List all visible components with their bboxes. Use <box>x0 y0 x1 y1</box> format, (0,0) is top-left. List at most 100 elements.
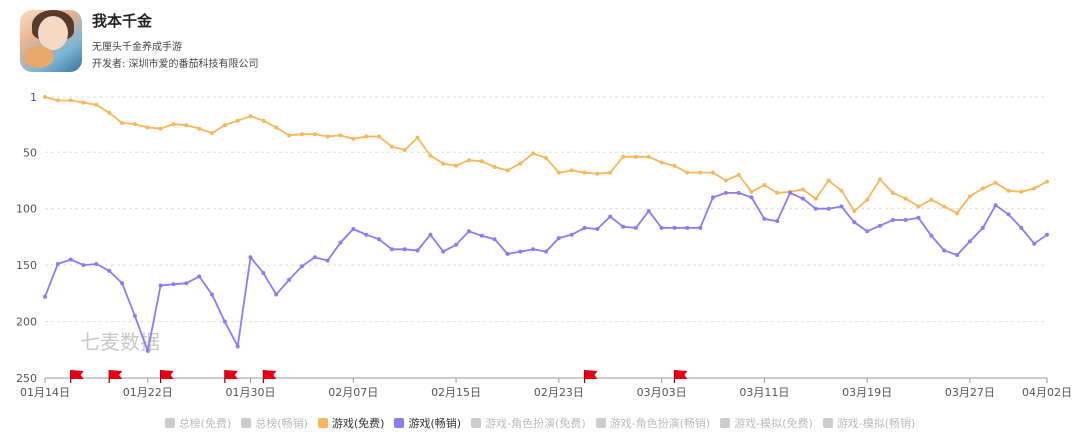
data-point[interactable] <box>813 206 818 211</box>
data-point[interactable] <box>1032 186 1037 191</box>
data-point[interactable] <box>839 188 844 193</box>
data-point[interactable] <box>158 283 163 288</box>
data-point[interactable] <box>274 292 279 297</box>
data-point[interactable] <box>492 165 497 169</box>
data-point[interactable] <box>274 125 279 130</box>
data-point[interactable] <box>184 281 189 286</box>
data-point[interactable] <box>955 253 960 257</box>
data-point[interactable] <box>518 161 523 166</box>
data-point[interactable] <box>993 203 998 208</box>
data-point[interactable] <box>685 170 690 175</box>
data-point[interactable] <box>454 163 459 168</box>
data-point[interactable] <box>865 197 870 202</box>
data-point[interactable] <box>916 204 921 209</box>
data-point[interactable] <box>711 195 715 200</box>
data-point[interactable] <box>364 232 369 237</box>
data-point[interactable] <box>492 237 497 242</box>
data-point[interactable] <box>890 218 895 222</box>
data-point[interactable] <box>197 126 202 131</box>
data-point[interactable] <box>659 225 664 230</box>
data-point[interactable] <box>595 227 600 231</box>
data-point[interactable] <box>261 118 266 123</box>
data-point[interactable] <box>531 151 536 156</box>
data-point[interactable] <box>454 242 459 247</box>
data-point[interactable] <box>980 186 985 191</box>
data-point[interactable] <box>466 229 471 234</box>
data-point[interactable] <box>132 122 137 127</box>
data-point[interactable] <box>1006 212 1011 217</box>
data-point[interactable] <box>94 262 99 266</box>
event-flag-icon[interactable] <box>160 370 174 383</box>
data-point[interactable] <box>171 282 176 287</box>
data-point[interactable] <box>325 258 330 263</box>
data-point[interactable] <box>338 133 343 138</box>
data-point[interactable] <box>107 268 112 273</box>
data-point[interactable] <box>698 225 703 230</box>
event-flag-icon[interactable] <box>673 370 688 383</box>
data-point[interactable] <box>261 271 266 275</box>
data-point[interactable] <box>505 168 510 173</box>
data-point[interactable] <box>505 251 510 256</box>
data-point[interactable] <box>813 196 818 201</box>
data-point[interactable] <box>351 136 356 141</box>
data-point[interactable] <box>531 247 536 252</box>
data-point[interactable] <box>428 232 433 237</box>
data-point[interactable] <box>878 223 882 228</box>
data-point[interactable] <box>55 98 60 103</box>
data-point[interactable] <box>1032 241 1037 246</box>
data-point[interactable] <box>415 248 420 253</box>
data-point[interactable] <box>287 133 292 138</box>
data-point[interactable] <box>544 249 548 254</box>
data-point[interactable] <box>222 319 227 324</box>
data-point[interactable] <box>132 313 137 318</box>
data-point[interactable] <box>299 264 304 269</box>
data-point[interactable] <box>903 218 908 222</box>
data-point[interactable] <box>852 220 857 225</box>
data-point[interactable] <box>389 144 394 149</box>
data-point[interactable] <box>621 154 626 159</box>
data-point[interactable] <box>646 154 651 159</box>
data-point[interactable] <box>621 224 626 229</box>
event-flag-icon[interactable] <box>70 370 84 383</box>
data-point[interactable] <box>325 134 330 139</box>
data-point[interactable] <box>698 170 703 175</box>
data-point[interactable] <box>479 233 484 238</box>
data-point[interactable] <box>197 274 202 279</box>
data-point[interactable] <box>582 170 587 175</box>
data-point[interactable] <box>402 148 407 152</box>
data-point[interactable] <box>210 292 214 297</box>
data-point[interactable] <box>890 190 895 195</box>
data-point[interactable] <box>120 121 125 125</box>
legend-item[interactable]: 游戏(免费) <box>317 415 384 431</box>
data-point[interactable] <box>248 255 253 260</box>
data-point[interactable] <box>749 195 754 200</box>
legend-item[interactable]: 总榜(畅销) <box>241 415 308 431</box>
data-point[interactable] <box>916 215 921 220</box>
data-point[interactable] <box>158 126 163 131</box>
legend-item[interactable]: 游戏-角色扮演(免费) <box>471 415 586 431</box>
data-point[interactable] <box>312 132 317 137</box>
data-point[interactable] <box>595 171 600 176</box>
data-point[interactable] <box>81 263 86 268</box>
data-point[interactable] <box>120 281 125 286</box>
data-point[interactable] <box>235 118 240 123</box>
data-point[interactable] <box>338 240 343 245</box>
legend-item[interactable]: 游戏-模拟(免费) <box>720 415 813 431</box>
data-point[interactable] <box>1019 225 1024 230</box>
legend-item[interactable]: 游戏-模拟(畅销) <box>822 415 915 431</box>
data-point[interactable] <box>145 125 150 130</box>
data-point[interactable] <box>466 158 471 163</box>
data-point[interactable] <box>659 160 664 165</box>
data-point[interactable] <box>556 170 561 175</box>
data-point[interactable] <box>377 237 381 242</box>
data-point[interactable] <box>441 161 446 166</box>
data-point[interactable] <box>479 159 484 164</box>
data-point[interactable] <box>43 95 47 99</box>
data-point[interactable] <box>608 170 613 175</box>
legend-item[interactable]: 总榜(免费) <box>164 415 231 431</box>
data-point[interactable] <box>210 131 214 136</box>
data-point[interactable] <box>878 177 882 182</box>
event-flag-icon[interactable] <box>583 370 598 383</box>
data-point[interactable] <box>377 134 381 139</box>
data-point[interactable] <box>955 211 960 216</box>
